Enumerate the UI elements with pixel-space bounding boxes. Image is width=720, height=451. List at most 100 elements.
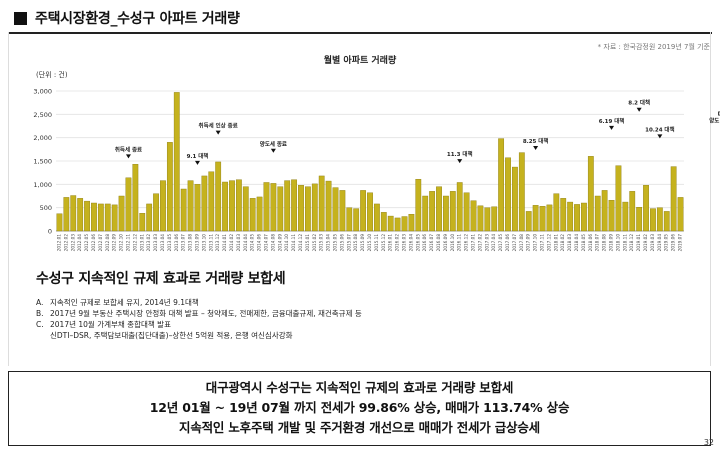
annotation-arrow-icon: [215, 130, 221, 135]
bar: [477, 205, 484, 232]
x-tick-label: 2019.04: [657, 234, 662, 252]
bar: [298, 185, 304, 232]
bar: [643, 185, 649, 232]
bar: [332, 187, 339, 232]
bar: [498, 138, 505, 232]
x-tick-label: 2012.09: [112, 234, 117, 252]
x-tick-label: 2013.02: [146, 234, 151, 252]
page-title: 주택시장환경_수성구 아파트 거래량: [35, 11, 240, 27]
x-tick-label: 2012.06: [91, 234, 96, 252]
x-tick-label: 2012.07: [98, 234, 103, 252]
bar: [84, 200, 90, 232]
bar: [215, 161, 222, 232]
bar: [194, 184, 201, 232]
x-tick-label: 2013.09: [194, 234, 199, 252]
bar: [153, 193, 159, 232]
bar: [201, 175, 208, 232]
y-tick-label: 1,500: [33, 158, 52, 166]
bar: [539, 206, 546, 232]
x-tick-label: 2014.05: [250, 234, 255, 252]
bar: [284, 180, 291, 232]
x-tick-label: 2016.06: [422, 234, 427, 252]
note-text: 2017년 9월 부동산 주택시장 안정화 대책 발표 – 청약제도, 전매제한…: [50, 309, 362, 318]
x-tick-label: 2017.07: [512, 234, 517, 252]
source-note: * 자료 : 한국감정원 2019년 7월 기준: [597, 43, 710, 51]
x-tick-label: 2018.10: [615, 234, 620, 252]
x-tick-label: 2019.01: [636, 234, 641, 252]
bar: [325, 180, 332, 232]
annotation-arrow-icon: [125, 154, 131, 159]
x-tick-label: 2015.04: [326, 234, 331, 252]
annotation-label: 8.2 대책: [628, 99, 650, 107]
bar: [449, 191, 456, 232]
annotation-label: 양도세 종료: [260, 140, 287, 148]
x-tick-label: 2017.04: [491, 234, 496, 252]
bar: [677, 197, 684, 232]
x-tick-label: 2016.11: [457, 234, 462, 252]
x-tick-label: 2019.07: [678, 234, 683, 252]
bar: [118, 195, 125, 232]
x-tick-label: 2018.07: [595, 234, 600, 252]
x-tick-label: 2015.01: [305, 234, 310, 252]
annotation-label: 취득세 종료: [115, 145, 142, 153]
note-marker: [36, 330, 50, 341]
bar: [77, 198, 84, 232]
x-tick-label: 2016.12: [464, 234, 469, 252]
bar: [187, 180, 194, 232]
bar: [256, 196, 263, 232]
bar: [663, 211, 670, 232]
x-tick-label: 2013.11: [208, 234, 213, 252]
x-tick-label: 2015.06: [339, 234, 344, 252]
bar: [546, 204, 553, 232]
bar: [374, 203, 380, 232]
bar: [484, 207, 491, 232]
x-tick-label: 2012.10: [119, 234, 124, 252]
y-tick-label: 2,500: [33, 111, 52, 119]
x-tick-label: 2013.01: [139, 234, 144, 252]
x-tick-label: 2015.03: [319, 234, 324, 252]
annotation-arrow-icon: [636, 107, 642, 112]
summary-notes: A. 지속적인 규제로 보합세 유지, 2014년 9.1대책 B. 2017년 9…: [36, 297, 362, 341]
summary-heading: 수성구 지속적인 규제 효과로 거래량 보합세: [36, 271, 286, 287]
bar: [353, 208, 360, 232]
bar: [222, 181, 228, 232]
bar: [394, 217, 401, 232]
x-tick-label: 2016.05: [415, 234, 420, 252]
bar: [622, 201, 629, 232]
bar: [456, 182, 463, 232]
bars: [56, 92, 684, 232]
bar: [304, 186, 311, 232]
x-tick-label: 2018.03: [567, 234, 572, 252]
bar: [339, 190, 346, 232]
x-tick-label: 2015.07: [346, 234, 351, 252]
conclusion-line-3: 지속적인 노후주택 개발 및 주거환경 개선으로 매매가 전세가 급상승세: [179, 420, 540, 435]
x-tick-label: 2013.07: [181, 234, 186, 252]
x-tick-label: 2013.12: [215, 234, 220, 252]
x-tick-label: 2014.04: [243, 234, 248, 252]
note-a: A. 지속적인 규제로 보합세 유지, 2014년 9.1대책: [36, 297, 362, 308]
bar: [229, 180, 235, 232]
bar: [601, 190, 608, 232]
bar: [525, 211, 532, 232]
x-tick-label: 2019.03: [650, 234, 655, 252]
x-tick-label: 2017.05: [498, 234, 503, 252]
x-tick-label: 2018.08: [602, 234, 607, 252]
chart-title: 월별 아파트 거래량: [324, 54, 397, 66]
bar: [670, 166, 677, 232]
x-tick-label: 2016.03: [402, 234, 407, 252]
x-tick-label: 2018.09: [609, 234, 614, 252]
bar: [574, 204, 580, 232]
bar: [491, 206, 498, 232]
note-marker: C.: [36, 320, 44, 329]
x-tick-label: 2015.08: [353, 234, 358, 252]
x-tick-label: 2018.12: [629, 234, 634, 252]
x-tick-label: 2017.11: [540, 234, 545, 252]
bar: [367, 192, 373, 232]
x-tick-label: 2013.03: [153, 234, 158, 252]
bar: [318, 175, 325, 232]
x-tick-label: 2016.01: [388, 234, 393, 252]
x-tick-label: 2012.01: [56, 234, 61, 252]
annotation-arrow-icon: [533, 146, 539, 150]
